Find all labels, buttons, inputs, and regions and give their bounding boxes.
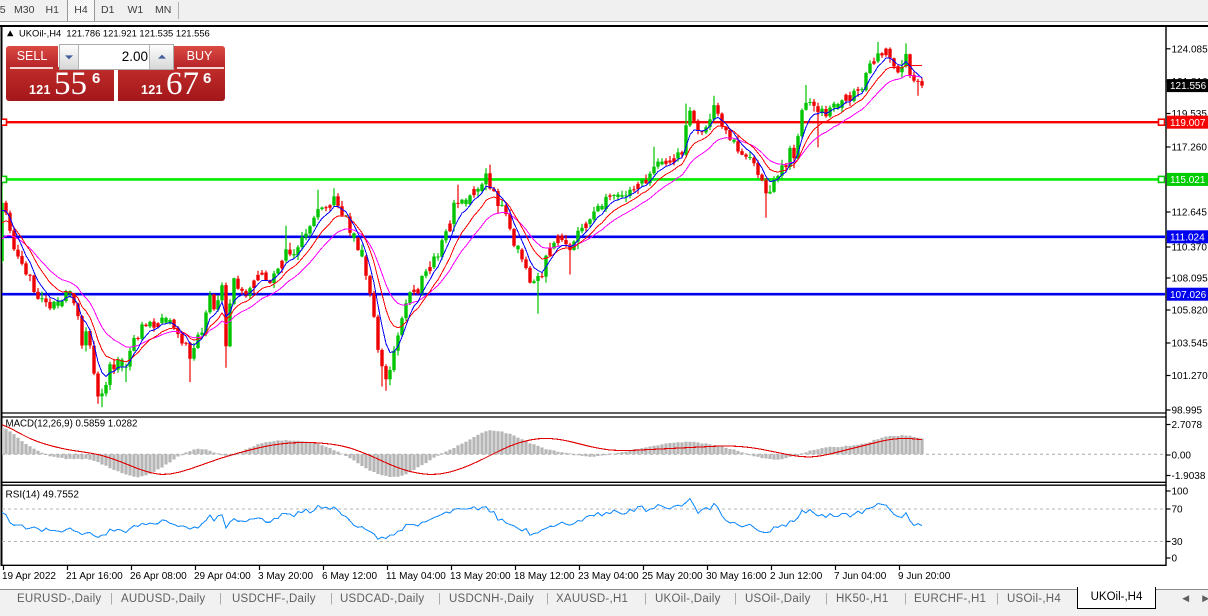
svg-text:30 May 16:00: 30 May 16:00: [706, 571, 767, 582]
svg-text:70: 70: [1172, 505, 1184, 516]
svg-text:119.007: 119.007: [1170, 118, 1206, 129]
svg-text:111.024: 111.024: [1170, 232, 1205, 243]
svg-text:19 Apr 2022: 19 Apr 2022: [2, 571, 56, 582]
svg-text:101.270: 101.270: [1172, 371, 1208, 382]
svg-text:6 May 12:00: 6 May 12:00: [322, 571, 377, 582]
svg-text:117.260: 117.260: [1172, 143, 1208, 154]
svg-text:98.995: 98.995: [1172, 406, 1203, 417]
svg-text:MACD(12,26,9) 0.5859 1.0282: MACD(12,26,9) 0.5859 1.0282: [6, 419, 138, 430]
svg-text:-1.9038: -1.9038: [1172, 471, 1206, 482]
svg-text:0: 0: [1172, 554, 1178, 565]
svg-text:9 Jun 20:00: 9 Jun 20:00: [898, 571, 951, 582]
svg-text:21 Apr 16:00: 21 Apr 16:00: [66, 571, 123, 582]
svg-text:121.556: 121.556: [1170, 81, 1207, 92]
svg-text:105.820: 105.820: [1172, 306, 1208, 317]
svg-text:124.085: 124.085: [1172, 44, 1208, 55]
svg-text:2 Jun 12:00: 2 Jun 12:00: [770, 571, 823, 582]
svg-text:RSI(14) 49.7552: RSI(14) 49.7552: [6, 490, 80, 501]
svg-text:23 May 04:00: 23 May 04:00: [578, 571, 639, 582]
svg-text:13 May 20:00: 13 May 20:00: [450, 571, 511, 582]
svg-text:7 Jun 04:00: 7 Jun 04:00: [834, 571, 887, 582]
svg-text:26 Apr 08:00: 26 Apr 08:00: [130, 571, 187, 582]
svg-text:112.645: 112.645: [1172, 208, 1208, 219]
svg-text:115.021: 115.021: [1170, 175, 1206, 186]
svg-text:29 Apr 04:00: 29 Apr 04:00: [194, 571, 251, 582]
svg-text:110.370: 110.370: [1172, 243, 1208, 254]
svg-text:108.095: 108.095: [1172, 274, 1208, 285]
svg-text:107.026: 107.026: [1170, 290, 1207, 301]
svg-text:11 May 04:00: 11 May 04:00: [386, 571, 446, 582]
svg-text:100: 100: [1172, 487, 1189, 498]
svg-text:3 May 20:00: 3 May 20:00: [258, 571, 313, 582]
svg-text:2.7078: 2.7078: [1172, 420, 1203, 431]
svg-text:103.545: 103.545: [1172, 339, 1208, 350]
svg-text:30: 30: [1172, 537, 1184, 548]
svg-text:25 May 20:00: 25 May 20:00: [642, 571, 703, 582]
svg-text:18 May 12:00: 18 May 12:00: [514, 571, 575, 582]
svg-text:0.00: 0.00: [1172, 451, 1192, 462]
svg-text:UKOil-,H4 121.786 121.921 121: UKOil-,H4 121.786 121.921 121.535 121.55…: [19, 28, 210, 39]
